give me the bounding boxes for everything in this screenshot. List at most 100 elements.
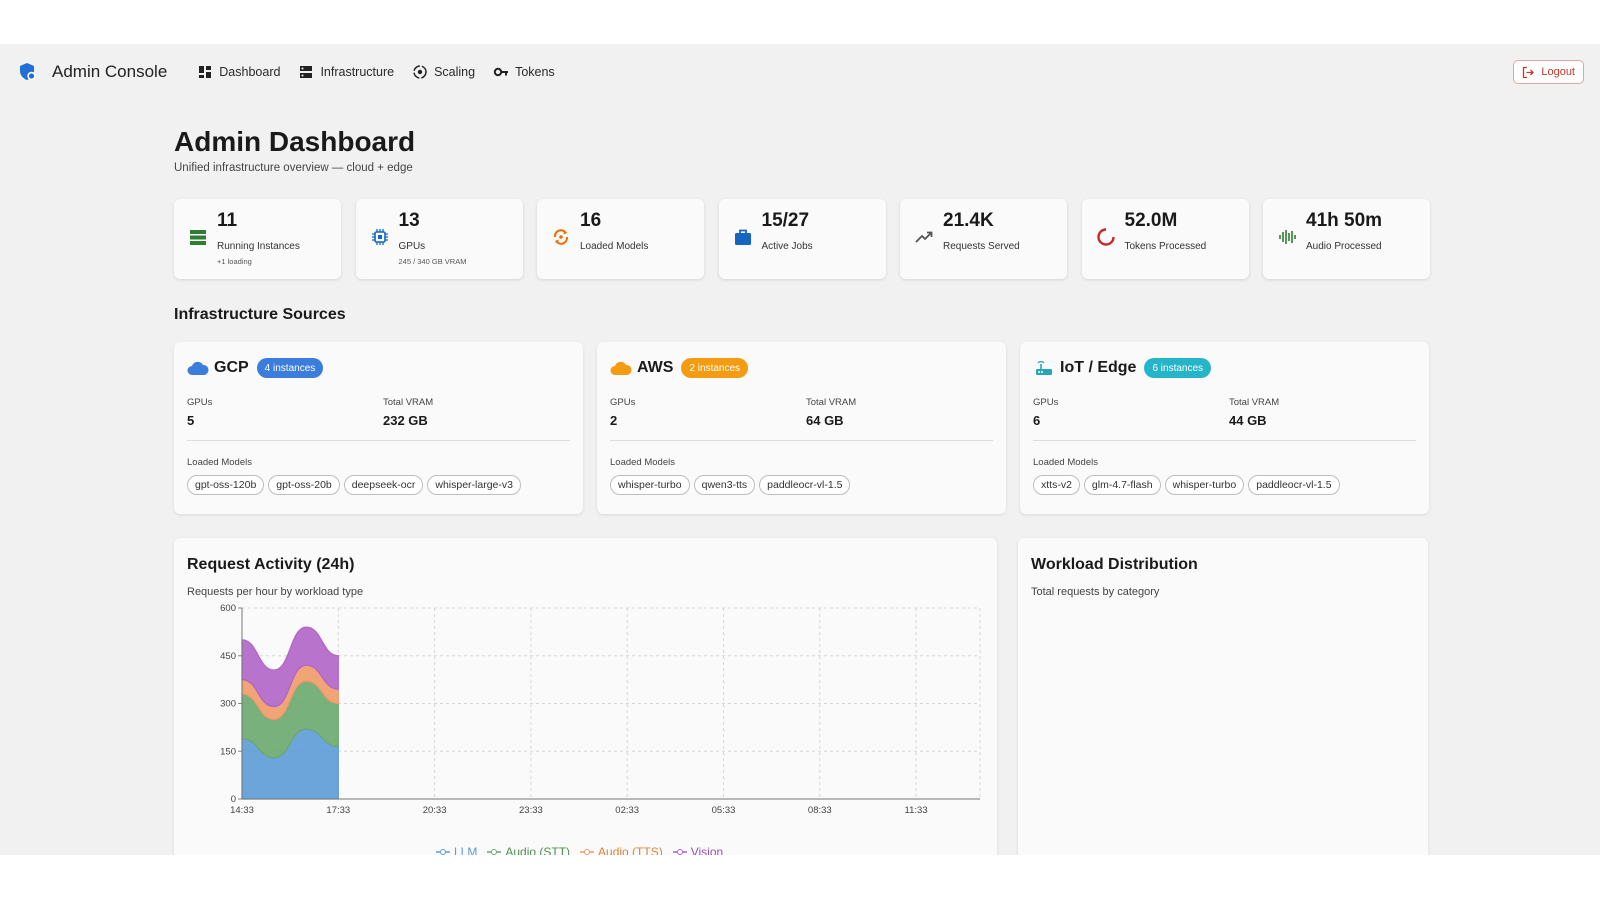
- infra-card-aws[interactable]: AWS 2 instances GPUs 2 Total VRAM 64 GB …: [597, 342, 1006, 514]
- card-title: Request Activity (24h): [187, 556, 355, 573]
- stat-card-tokens-processed: 52.0M Tokens Processed: [1081, 199, 1249, 279]
- stat-label: Active Jobs: [761, 241, 813, 252]
- stat-label: GPUs: [398, 241, 426, 252]
- page-subtitle: Unified infrastructure overview — cloud …: [174, 162, 413, 174]
- nav-link-dashboard[interactable]: Dashboard: [197, 64, 280, 80]
- router-icon: [1033, 360, 1055, 376]
- model-chip[interactable]: whisper-turbo: [610, 475, 690, 495]
- legend-item-llm[interactable]: LLM: [436, 845, 477, 855]
- stat-value: 52.0M: [1124, 210, 1178, 231]
- vram-label: Total VRAM: [383, 397, 434, 408]
- stat-value: 21.4K: [943, 210, 994, 231]
- briefcase-icon: [733, 227, 753, 247]
- legend-item-vision[interactable]: Vision: [672, 845, 724, 855]
- brand[interactable]: Admin Console: [18, 62, 167, 82]
- model-chip[interactable]: paddleocr-vl-1.5: [759, 475, 851, 495]
- shield-logo-icon: [18, 62, 38, 82]
- nav-link-infrastructure[interactable]: Infrastructure: [298, 64, 394, 80]
- stat-card-running-instances: 11 Running Instances +1 loading: [174, 199, 341, 279]
- legend-label: LLM: [454, 845, 478, 855]
- x-tick-label: 02:33: [615, 805, 639, 816]
- x-tick-label: 08:33: [808, 805, 832, 816]
- y-tick-label: 450: [220, 651, 236, 662]
- infra-card-gcp[interactable]: GCP 4 instances GPUs 5 Total VRAM 232 GB…: [174, 342, 583, 514]
- stat-sub: 245 / 340 GB VRAM: [398, 257, 467, 266]
- scaling-icon: [412, 64, 428, 80]
- y-tick-label: 150: [220, 746, 236, 757]
- model-chip[interactable]: whisper-turbo: [1164, 475, 1245, 495]
- vram-value: 64 GB: [806, 413, 844, 428]
- logout-button[interactable]: Logout: [1513, 60, 1584, 84]
- instances-badge: 2 instances: [681, 358, 749, 378]
- stat-card-active-jobs: 15/27 Active Jobs: [718, 199, 886, 279]
- infra-card-header: AWS 2 instances: [610, 358, 749, 378]
- model-chip[interactable]: gpt-oss-120b: [187, 475, 265, 495]
- nav-link-label: Tokens: [515, 65, 555, 79]
- infra-name: AWS: [637, 359, 674, 376]
- gpus-value: 2: [610, 413, 618, 428]
- section-title-infrastructure: Infrastructure Sources: [174, 306, 346, 323]
- vram-value: 44 GB: [1229, 413, 1267, 428]
- waveform-icon: [1277, 227, 1297, 247]
- divider: [610, 440, 993, 441]
- x-tick-label: 17:33: [326, 805, 350, 816]
- nav-link-label: Infrastructure: [320, 65, 395, 79]
- model-chip[interactable]: whisper-large-v3: [427, 475, 521, 495]
- model-chip[interactable]: gpt-oss-20b: [268, 475, 340, 495]
- model-chip[interactable]: xtts-v2: [1033, 475, 1080, 495]
- infra-card-iot-edge[interactable]: IoT / Edge 6 instances GPUs 6 Total VRAM…: [1020, 342, 1429, 514]
- x-tick-label: 05:33: [712, 805, 736, 816]
- vram-value: 232 GB: [383, 413, 428, 428]
- stat-label: Audio Processed: [1306, 241, 1382, 252]
- infrastructure-sources: GCP 4 instances GPUs 5 Total VRAM 232 GB…: [174, 342, 1429, 514]
- stat-sub: +1 loading: [217, 257, 252, 266]
- model-chip[interactable]: deepseek-ocr: [343, 475, 424, 495]
- y-tick-label: 600: [220, 603, 236, 614]
- card-title: Workload Distribution: [1031, 556, 1198, 573]
- stat-label: Tokens Processed: [1124, 241, 1207, 252]
- vram-label: Total VRAM: [1229, 397, 1280, 408]
- chart-legend: LLM Audio (STT) Audio (TTS) Vision: [436, 845, 733, 855]
- model-chip[interactable]: glm-4.7-flash: [1083, 475, 1161, 495]
- stat-card-loaded-models: 16 Loaded Models: [537, 199, 704, 279]
- logout-label: Logout: [1541, 66, 1575, 78]
- app-title: Admin Console: [52, 62, 168, 81]
- model-chip[interactable]: paddleocr-vl-1.5: [1248, 475, 1340, 495]
- nav-link-label: Scaling: [434, 65, 476, 79]
- request-activity-chart[interactable]: 0 150 300 450 600 14:33 17:33 20:33 23:33 02:33 05…: [174, 538, 997, 855]
- stat-label: Loaded Models: [580, 241, 649, 252]
- stat-value: 16: [580, 210, 602, 231]
- nav-link-tokens[interactable]: Tokens: [493, 64, 555, 80]
- stat-card-requests-served: 21.4K Requests Served: [900, 199, 1067, 279]
- stat-card-audio-processed: 41h 50m Audio Processed: [1263, 199, 1430, 279]
- model-chips: gpt-oss-120b gpt-oss-20b deepseek-ocr wh…: [187, 475, 525, 495]
- infra-card-header: GCP 4 instances: [187, 358, 324, 378]
- key-icon: [493, 64, 509, 80]
- nav-links: Dashboard Infrastructure Scaling Tokens: [197, 64, 572, 80]
- legend-label: Audio (TTS): [598, 845, 663, 855]
- chip-icon: [370, 227, 390, 247]
- legend-label: Vision: [690, 845, 724, 855]
- area-series-3: [241, 626, 339, 708]
- legend-label: Audio (STT): [505, 845, 571, 855]
- model-chip[interactable]: qwen3-tts: [693, 475, 756, 495]
- vram-label: Total VRAM: [806, 397, 857, 408]
- nav-link-scaling[interactable]: Scaling: [412, 64, 475, 80]
- instances-badge: 6 instances: [1144, 358, 1212, 378]
- legend-item-audio-stt[interactable]: Audio (STT): [487, 845, 570, 855]
- loaded-models-label: Loaded Models: [1033, 457, 1098, 468]
- legend-item-audio-tts[interactable]: Audio (TTS): [580, 845, 663, 855]
- y-tick-label: 300: [220, 699, 236, 710]
- instances-badge: 4 instances: [256, 358, 324, 378]
- page-title: Admin Dashboard: [174, 126, 416, 157]
- gpus-label: GPUs: [610, 397, 636, 408]
- card-subtitle: Total requests by category: [1031, 586, 1160, 598]
- sync-icon: [551, 227, 571, 247]
- dashboard-icon: [197, 64, 213, 80]
- x-tick-label: 14:33: [230, 805, 254, 816]
- top-nav: Admin Console Dashboard Infrastructure S…: [0, 44, 1600, 100]
- stat-value: 13: [398, 210, 420, 231]
- gpus-label: GPUs: [187, 397, 213, 408]
- request-activity-card: Request Activity (24h) Requests per hour…: [174, 538, 997, 855]
- loaded-models-label: Loaded Models: [187, 457, 252, 468]
